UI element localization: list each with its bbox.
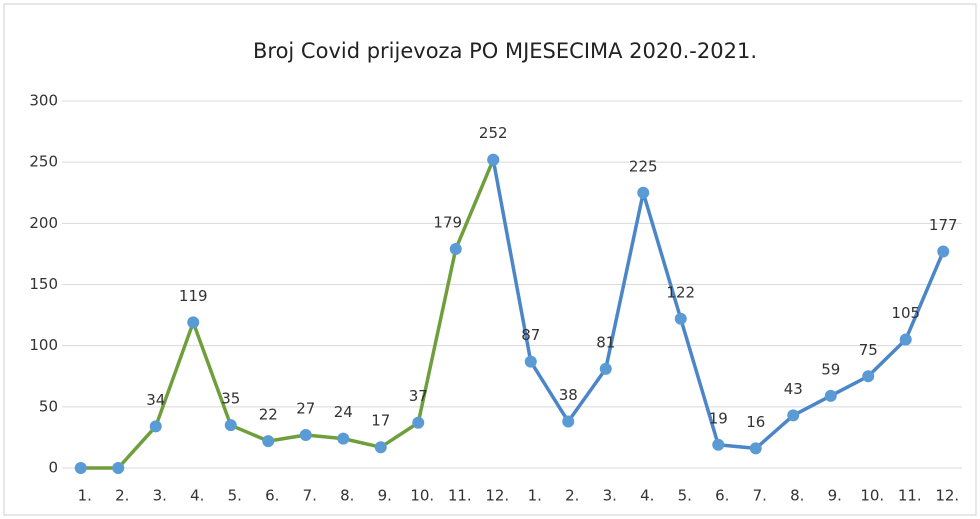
- marker: [824, 389, 837, 402]
- data-label: 37: [409, 387, 428, 405]
- marker: [112, 462, 125, 474]
- data-label: 19: [709, 409, 728, 427]
- data-label: 22: [259, 406, 278, 424]
- data-label: 81: [596, 333, 615, 351]
- data-label: 34: [146, 391, 165, 409]
- marker: [262, 435, 275, 448]
- x-tick-label: 12.: [485, 487, 509, 505]
- marker: [337, 432, 350, 445]
- marker: [149, 420, 162, 433]
- data-label: 27: [296, 399, 315, 417]
- marker: [524, 355, 537, 368]
- marker: [487, 153, 500, 166]
- x-tick-label: 11.: [448, 487, 472, 505]
- x-tick-label: 2.: [565, 487, 579, 505]
- data-label: 252: [479, 124, 508, 142]
- marker: [862, 370, 875, 383]
- marker: [562, 415, 575, 428]
- data-label: 87: [521, 326, 540, 344]
- marker: [224, 419, 237, 432]
- marker: [187, 316, 200, 329]
- y-tick-label: 100: [29, 336, 58, 354]
- x-tick-label: 3.: [153, 487, 167, 505]
- x-tick-label: 10.: [860, 487, 884, 505]
- x-tick-label: 7.: [753, 487, 767, 505]
- x-tick-label: 6.: [715, 487, 729, 505]
- x-tick-label: 6.: [265, 487, 279, 505]
- data-label: 24: [334, 403, 353, 421]
- x-tick-label: 1.: [78, 487, 92, 505]
- marker: [449, 243, 462, 256]
- data-label: 16: [746, 413, 765, 431]
- x-tick-label: 8.: [340, 487, 354, 505]
- data-label: 119: [179, 287, 208, 305]
- data-label: 35: [221, 390, 240, 408]
- x-tick-label: 3.: [603, 487, 617, 505]
- x-tick-label: 2.: [115, 487, 129, 505]
- x-tick-label: 7.: [303, 487, 317, 505]
- y-tick-label: 200: [29, 214, 58, 232]
- x-tick-label: 9.: [378, 487, 392, 505]
- x-tick-label: 4.: [640, 487, 654, 505]
- x-tick-label: 9.: [828, 487, 842, 505]
- x-tick-label: 12.: [935, 487, 959, 505]
- marker: [937, 245, 950, 258]
- marker: [412, 416, 425, 429]
- marker: [374, 441, 387, 454]
- data-label: 179: [433, 214, 462, 232]
- data-label: 105: [891, 304, 920, 322]
- y-tick-label: 250: [29, 153, 58, 171]
- y-tick-label: 50: [39, 397, 58, 415]
- y-tick-label: 300: [29, 92, 58, 110]
- marker: [74, 462, 87, 474]
- marker: [299, 428, 312, 441]
- chart-border: [3, 3, 977, 516]
- marker: [787, 409, 800, 422]
- data-label: 17: [371, 412, 390, 430]
- marker: [899, 333, 912, 346]
- data-label: 177: [929, 216, 958, 234]
- marker: [712, 438, 725, 451]
- x-tick-label: 5.: [228, 487, 242, 505]
- x-tick-label: 11.: [898, 487, 922, 505]
- x-tick-label: 8.: [790, 487, 804, 505]
- x-tick-label: 5.: [678, 487, 692, 505]
- data-label: 75: [859, 341, 878, 359]
- x-tick-label: 4.: [190, 487, 204, 505]
- y-tick-label: 0: [48, 459, 58, 477]
- data-label: 38: [559, 386, 578, 404]
- y-tick-label: 150: [29, 275, 58, 293]
- data-label: 59: [821, 360, 840, 378]
- x-tick-label: 10.: [410, 487, 434, 505]
- data-label: 122: [666, 283, 695, 301]
- marker: [749, 442, 762, 455]
- data-label: 43: [784, 380, 803, 398]
- marker: [637, 186, 650, 199]
- data-label: 225: [629, 157, 658, 175]
- series-line: [80, 159, 495, 470]
- marker: [674, 312, 687, 325]
- x-tick-label: 1.: [528, 487, 542, 505]
- chart-title: Broj Covid prijevoza PO MJESECIMA 2020.-…: [253, 39, 757, 63]
- marker: [599, 362, 612, 375]
